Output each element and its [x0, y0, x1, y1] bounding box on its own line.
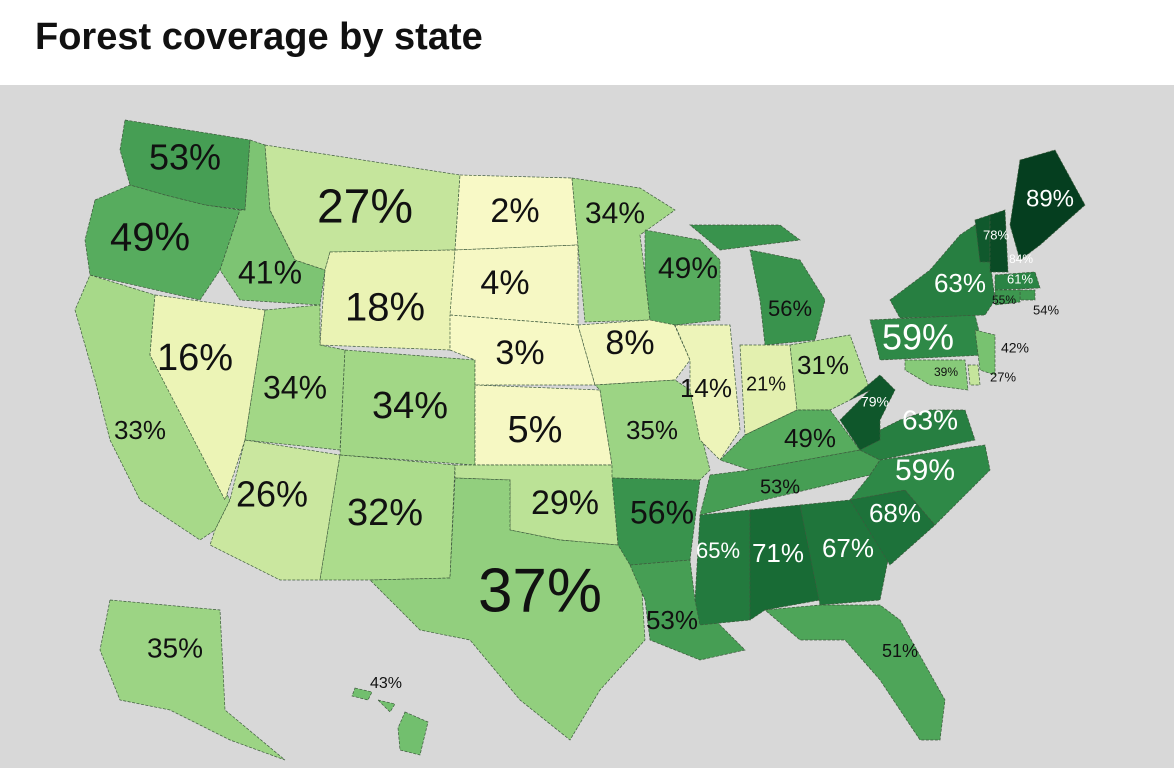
state — [454, 174, 579, 251]
state — [889, 224, 996, 319]
state — [694, 509, 751, 626]
state-label: 2% — [490, 192, 539, 230]
state — [397, 711, 429, 756]
state-label: 27% — [317, 181, 413, 234]
state-label: 63% — [902, 404, 958, 435]
state — [319, 454, 456, 581]
state — [1009, 149, 1086, 261]
state-label: 56% — [768, 296, 812, 321]
state-label: 51% — [882, 641, 918, 661]
state — [719, 409, 861, 471]
state — [974, 329, 996, 376]
state-label: 53% — [149, 137, 221, 178]
state-label: 5% — [508, 409, 563, 451]
state-label: 4% — [480, 264, 529, 302]
state — [764, 604, 946, 741]
state-label: 56% — [630, 494, 694, 530]
map: 53% 49% 33% 16% 41% 27% 18% 34% 34% 26% 32% 2% 4% 3% 5… — [74, 119, 1086, 761]
state-label: 34% — [263, 369, 327, 405]
state — [967, 364, 981, 386]
state-label: 39% — [934, 365, 958, 379]
state-label: 54% — [1033, 302, 1059, 317]
state-label: 26% — [236, 474, 308, 515]
state — [839, 374, 896, 451]
state — [376, 699, 396, 713]
state — [99, 599, 286, 761]
state-label: 65% — [696, 538, 740, 563]
state — [571, 177, 676, 323]
state — [474, 384, 613, 466]
state — [849, 444, 991, 526]
state — [689, 224, 801, 251]
state-label: 8% — [605, 324, 654, 362]
state-label: 59% — [882, 317, 954, 358]
state — [974, 214, 991, 263]
state-label: 53% — [760, 476, 800, 498]
state-label: 35% — [147, 632, 203, 663]
state — [994, 271, 1041, 291]
state — [859, 409, 976, 461]
state-label: 84% — [1009, 252, 1033, 266]
state-label: 18% — [345, 286, 425, 330]
state-label: 27% — [990, 369, 1016, 384]
state-label: 55% — [992, 293, 1016, 307]
state-label: 16% — [157, 337, 233, 379]
state-label: 79% — [861, 394, 889, 410]
state — [904, 359, 969, 391]
state-label: 34% — [372, 385, 448, 427]
state — [989, 209, 1009, 273]
state — [749, 504, 821, 621]
state — [319, 249, 456, 351]
state — [149, 294, 266, 501]
state-label: 33% — [114, 415, 166, 445]
state-label: 34% — [585, 197, 645, 230]
state-label: 31% — [797, 350, 849, 380]
state-label: 49% — [658, 252, 718, 285]
state-label: 35% — [626, 415, 678, 445]
state-label: 59% — [895, 454, 955, 487]
state-label: 49% — [110, 216, 190, 260]
state — [749, 249, 826, 346]
state-label: 61% — [1007, 271, 1033, 286]
state-label: 21% — [746, 373, 786, 395]
state-label: 37% — [478, 556, 602, 625]
state-label: 29% — [531, 484, 599, 522]
state-label: 43% — [370, 675, 402, 692]
state-label: 32% — [347, 492, 423, 534]
state-label: 89% — [1026, 185, 1074, 212]
state — [629, 559, 746, 661]
state-label: 68% — [869, 498, 921, 528]
state-label: 63% — [934, 268, 986, 298]
state-label: 41% — [238, 254, 302, 290]
state — [369, 477, 646, 741]
title: Forest coverage by state — [35, 16, 483, 58]
state — [351, 687, 373, 701]
state-label: 49% — [784, 423, 836, 453]
state-label: 71% — [752, 538, 804, 568]
state-label: 42% — [1001, 340, 1029, 356]
state — [994, 289, 1021, 306]
state-label: 3% — [495, 334, 544, 372]
state-label: 67% — [822, 533, 874, 563]
state-label: 78% — [983, 227, 1009, 242]
state — [1019, 289, 1036, 301]
state — [644, 229, 721, 326]
state-label: 14% — [680, 373, 732, 403]
state-label: 53% — [646, 605, 698, 635]
state — [674, 324, 741, 461]
header: Forest coverage by state — [0, 0, 1174, 85]
